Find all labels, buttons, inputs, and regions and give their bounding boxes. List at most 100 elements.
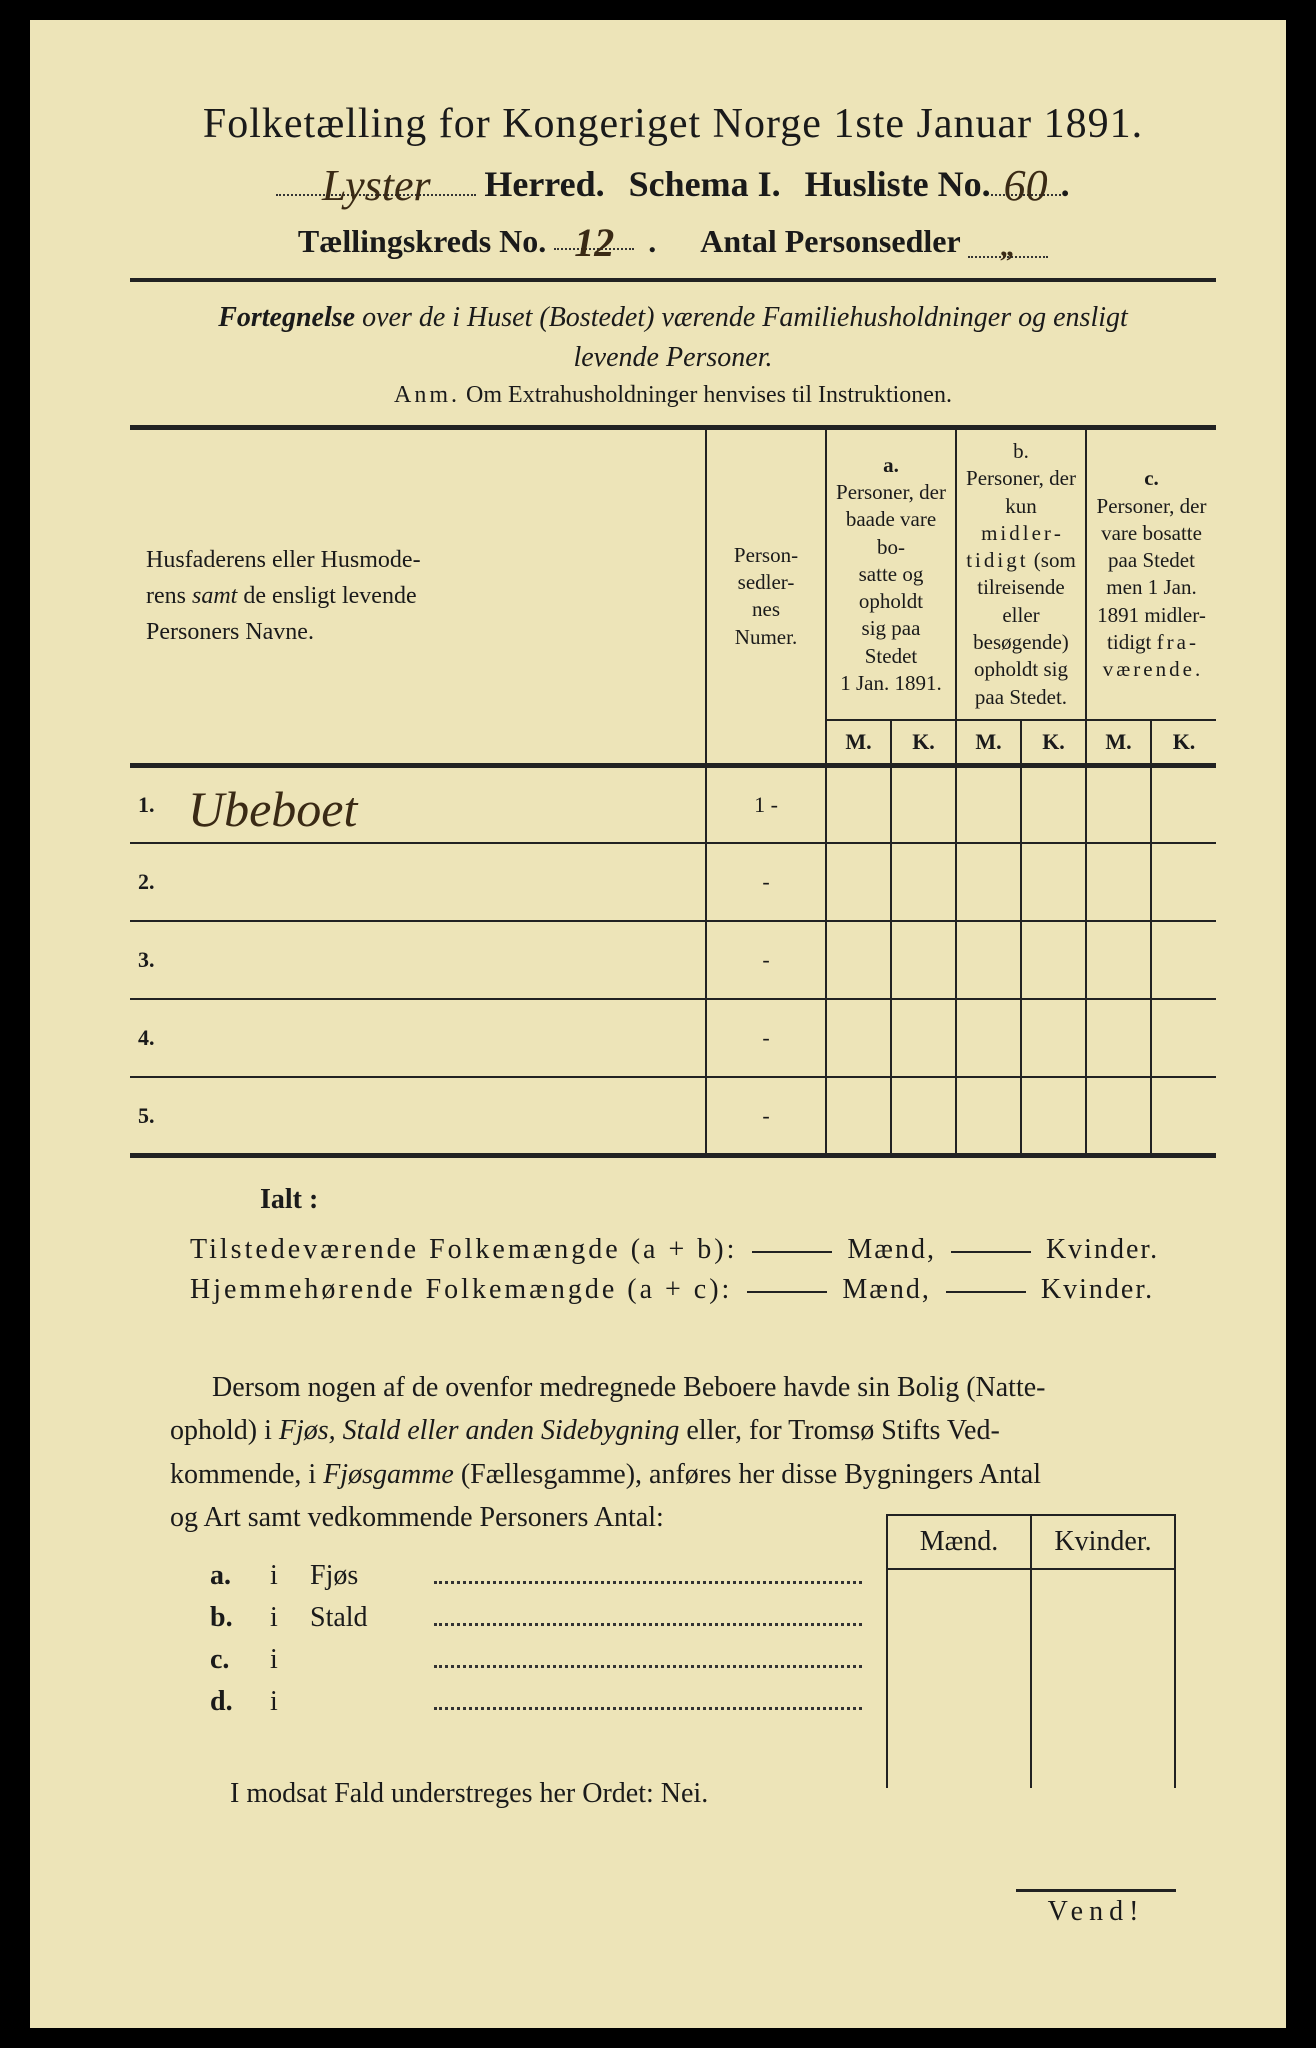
row-name-handwritten: Ubeboet — [188, 780, 357, 838]
cell-c-k — [1151, 921, 1216, 999]
col-c-m: M. — [1086, 720, 1151, 766]
personsedler-blank: „ — [968, 223, 1048, 258]
cell-a-k — [891, 999, 956, 1077]
main-table: Husfaderens eller Husmode-rens samt de e… — [130, 425, 1216, 1158]
kvinder-label: Kvinder. — [1046, 1234, 1159, 1265]
cell-a-m — [826, 921, 891, 999]
building-key: c. — [210, 1644, 270, 1676]
herred-handwritten: Lyster — [322, 160, 431, 211]
col-numer-header: Person-sedler-nesNumer. — [706, 428, 826, 766]
col-names-header: Husfaderens eller Husmode-rens samt de e… — [130, 428, 706, 766]
cell-b-k — [1021, 999, 1086, 1077]
building-i: i — [270, 1602, 310, 1634]
cell-a-k — [891, 765, 956, 843]
row-number: 3. — [130, 921, 180, 999]
dash — [752, 1251, 832, 1253]
table-row: 3. - — [130, 921, 1216, 999]
cell-c-m — [1086, 999, 1151, 1077]
row-name-cell — [180, 999, 706, 1077]
subtitle-rest: over de i Huset (Bostedet) værende Famil… — [355, 302, 1128, 333]
row-name-cell — [180, 1077, 706, 1155]
husliste-no-handwritten: 60 — [1004, 160, 1048, 211]
row-name-cell — [180, 843, 706, 921]
cell-b-k — [1021, 765, 1086, 843]
row-number: 4. — [130, 999, 180, 1077]
cell-c-k — [1151, 1077, 1216, 1155]
cell-c-k — [1151, 843, 1216, 921]
herred-blank: Lyster — [276, 156, 476, 196]
table-row: 1. Ubeboet 1 - — [130, 765, 1216, 843]
cell-a-m — [826, 765, 891, 843]
cell-a-m — [826, 1077, 891, 1155]
cell-a-m — [826, 999, 891, 1077]
totals-line-1: Tilstedeværende Folkemængde (a + b): Mæn… — [190, 1234, 1216, 1266]
building-i: i — [270, 1644, 310, 1676]
building-key: d. — [210, 1686, 270, 1718]
cell-b-k — [1021, 921, 1086, 999]
table-row: 2. - — [130, 843, 1216, 921]
vend-label: Vend! — [1016, 1889, 1176, 1928]
cell-a-k — [891, 843, 956, 921]
cell-b-k — [1021, 843, 1086, 921]
kreds-dot: . — [648, 223, 656, 259]
ialt-label: Ialt : — [260, 1184, 1216, 1216]
personsedler-label: Antal Personsedler — [700, 223, 960, 259]
husliste-blank: 60 — [991, 156, 1061, 196]
kvinder-label: Kvinder. — [1041, 1274, 1154, 1305]
kreds-no-handwritten: 12 — [574, 219, 614, 266]
kreds-label: Tællingskreds No. — [298, 223, 546, 259]
main-title: Folketælling for Kongeriget Norge 1ste J… — [130, 100, 1216, 148]
anm-line: Anm. Om Extrahusholdninger henvises til … — [130, 382, 1216, 409]
tilstede-label: Tilstedeværende Folkemængde (a + b): — [190, 1234, 737, 1265]
row-name-cell: Ubeboet — [180, 765, 706, 843]
hjemme-label: Hjemmehørende Folkemængde (a + c): — [190, 1274, 732, 1305]
herred-label: Herred. — [484, 163, 604, 205]
building-i: i — [270, 1560, 310, 1592]
maend-kvinder-grid: Mænd. Kvinder. — [886, 1514, 1176, 1788]
schema-label: Schema I. — [629, 163, 781, 205]
subtitle-lead: Fortegnelse — [218, 302, 355, 333]
cell-c-k — [1151, 765, 1216, 843]
row-numer: - — [706, 1077, 826, 1155]
anm-rest: Om Extrahusholdninger henvises til Instr… — [460, 382, 952, 408]
totals-line-2: Hjemmehørende Folkemængde (a + c): Mænd,… — [190, 1274, 1216, 1306]
dotted-line — [434, 1665, 862, 1668]
row-numer: - — [706, 999, 826, 1077]
cell-c-m — [1086, 1077, 1151, 1155]
cell-c-k — [1151, 999, 1216, 1077]
col-b-k: K. — [1021, 720, 1086, 766]
row-numer: - — [706, 921, 826, 999]
cell-a-m — [826, 843, 891, 921]
table-row: 5. - — [130, 1077, 1216, 1155]
subtitle-line1: Fortegnelse over de i Huset (Bostedet) v… — [130, 302, 1216, 334]
cell-b-m — [956, 765, 1021, 843]
row-number: 2. — [130, 843, 180, 921]
building-i: i — [270, 1686, 310, 1718]
cell-b-m — [956, 843, 1021, 921]
cell-a-k — [891, 1077, 956, 1155]
dash — [747, 1291, 827, 1293]
anm-lead: Anm. — [394, 382, 460, 408]
building-name: Fjøs — [310, 1560, 430, 1592]
subtitle-line2: levende Personer. — [130, 342, 1216, 374]
cell-b-k — [1021, 1077, 1086, 1155]
cell-c-m — [1086, 765, 1151, 843]
cell-c-m — [1086, 921, 1151, 999]
header-line-3: Tællingskreds No. 12 . Antal Personsedle… — [130, 215, 1216, 260]
cell-c-m — [1086, 843, 1151, 921]
building-name: Stald — [310, 1602, 430, 1634]
row-number: 5. — [130, 1077, 180, 1155]
building-key: b. — [210, 1602, 270, 1634]
row-name-cell — [180, 921, 706, 999]
census-form-page: Folketælling for Kongeriget Norge 1ste J… — [30, 20, 1286, 2028]
cell-b-m — [956, 1077, 1021, 1155]
husliste-dot: . — [1061, 163, 1070, 205]
col-b-header: b. Personer, derkun midler-tidigt (somti… — [956, 428, 1086, 720]
dash — [946, 1291, 1026, 1293]
cell-b-m — [956, 921, 1021, 999]
kvinder-col: Kvinder. — [1030, 1516, 1176, 1568]
divider-1 — [130, 278, 1216, 282]
husliste-label: Husliste No. — [805, 163, 991, 205]
row-numer: 1 - — [706, 765, 826, 843]
dotted-line — [434, 1623, 862, 1626]
